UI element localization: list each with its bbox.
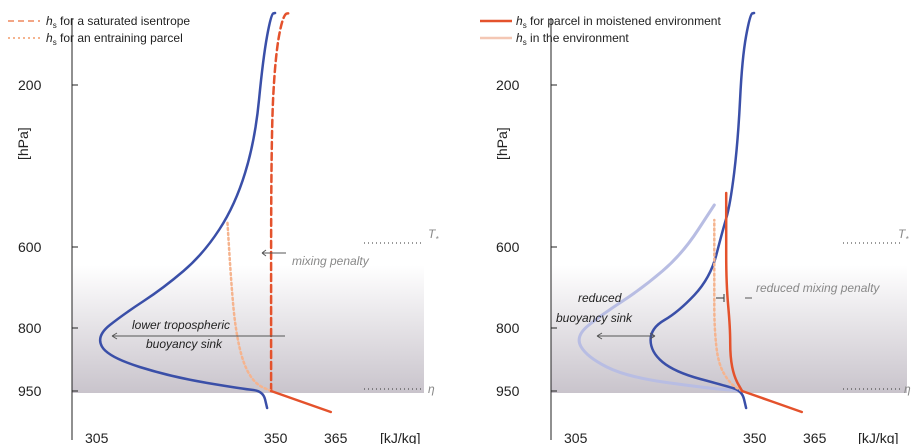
- series-group-right: [577, 11, 804, 414]
- series-line-env-left: [98, 11, 277, 410]
- series-line-entraining-left: [226, 218, 273, 393]
- y-axis-label-right: [hPa]: [494, 127, 510, 160]
- y-tick-label-950-right: 950: [496, 383, 520, 399]
- legend-item-environment: hs in the environment: [516, 31, 629, 47]
- t-star-label: T*: [428, 227, 439, 244]
- reduced-sink-label-1: reduced: [578, 291, 622, 305]
- series-line-low-left: [269, 389, 333, 414]
- x-tick-label-365-right: 365: [803, 430, 827, 444]
- series-group-left: [98, 11, 333, 414]
- series-line-entraining-right: [713, 218, 744, 393]
- panel-right: 200 600 800 950 [hPa] 305 350 365 [kJ/kg…: [480, 11, 911, 444]
- series-line-saturated-left: [269, 11, 293, 393]
- x-tick-label-350: 350: [264, 430, 288, 444]
- reduced-sink-arrowheads: [596, 332, 656, 340]
- y-tick-label-800: 800: [18, 320, 42, 336]
- series-line-low-right: [740, 389, 804, 414]
- y-tick-label-800-right: 800: [496, 320, 520, 336]
- y-axis-label: [hPa]: [15, 127, 31, 160]
- y-tick-label-200: 200: [18, 77, 42, 93]
- reduced-sink-label-2: buoyancy sink: [556, 311, 633, 325]
- buoyancy-sink-label-2: buoyancy sink: [146, 337, 223, 351]
- x-tick-label-350-right: 350: [743, 430, 767, 444]
- panel-left: 200 600 800 950 [hPa] 305 350 365 [kJ/kg…: [8, 11, 439, 444]
- mixing-penalty-arrowhead: [261, 249, 267, 257]
- y-tick-label-200-right: 200: [496, 77, 520, 93]
- y-tick-label-600-right: 600: [496, 239, 520, 255]
- x-axis-label: [kJ/kg]: [380, 430, 420, 444]
- series-line-env_faded-right: [577, 203, 744, 393]
- x-axis-label-right: [kJ/kg]: [858, 430, 898, 444]
- x-tick-label-305-right: 305: [564, 430, 588, 444]
- buoyancy-sink-arrowhead: [111, 332, 118, 340]
- series-line-env_moist-right: [649, 11, 756, 410]
- legend-item-parcel: hs for parcel in moistened environment: [516, 14, 721, 30]
- series-line-parcel-right: [724, 191, 744, 393]
- buoyancy-sink-label-1: lower tropospheric: [132, 318, 230, 332]
- legend-item-entraining: hs for an entraining parcel: [46, 31, 183, 47]
- reduced-mixing-label: reduced mixing penalty: [756, 281, 880, 295]
- legend-item-saturated: hs for a saturated isentrope: [46, 14, 190, 30]
- eta-label: η: [428, 382, 435, 396]
- t-star-label-right: T*: [898, 227, 909, 244]
- eta-label-right: η: [904, 382, 911, 396]
- mixing-penalty-label: mixing penalty: [292, 254, 370, 268]
- y-tick-label-600: 600: [18, 239, 42, 255]
- x-tick-label-305: 305: [85, 430, 109, 444]
- y-tick-label-950: 950: [18, 383, 42, 399]
- x-tick-label-365: 365: [324, 430, 348, 444]
